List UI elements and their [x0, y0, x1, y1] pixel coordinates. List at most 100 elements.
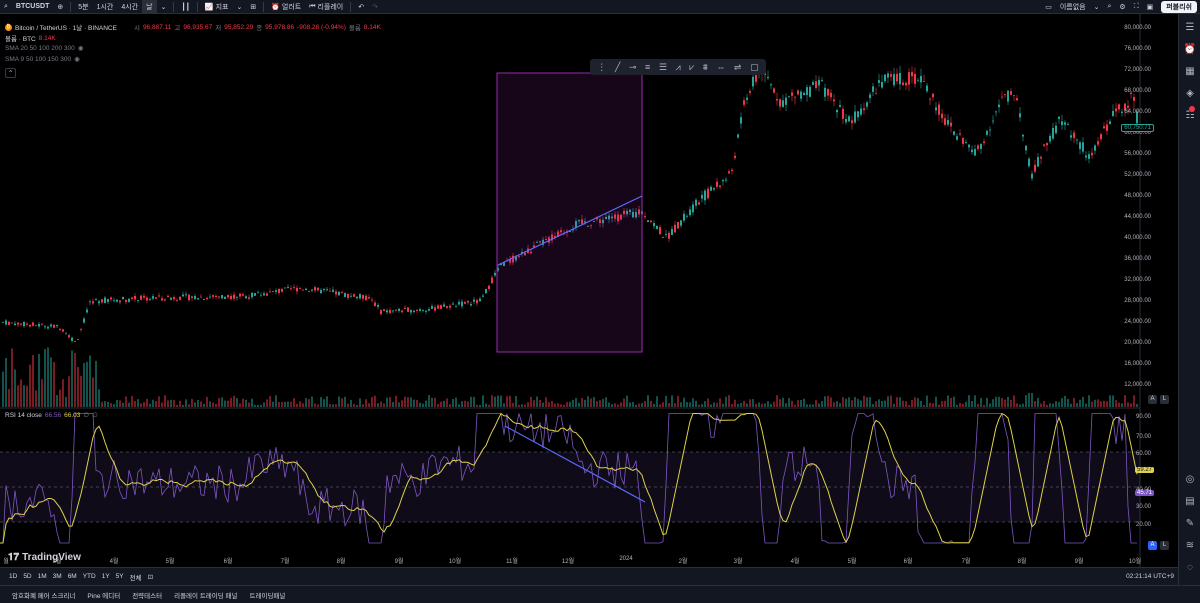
candle-type-icon[interactable]: ┃┃ — [181, 3, 190, 11]
candle-body — [386, 310, 388, 313]
chevron-down-icon[interactable]: ⌄ — [160, 3, 167, 11]
drag-handle-icon[interactable]: ⋮ — [597, 61, 607, 72]
eye-icon[interactable]: ◉ — [77, 45, 84, 52]
auto-scale-button-rsi[interactable]: A — [1148, 541, 1157, 550]
range-all[interactable]: 전체 — [129, 574, 142, 582]
volume-bar — [1100, 401, 1102, 407]
interval-4h[interactable]: 4시간 — [121, 3, 139, 11]
candle-body — [509, 259, 511, 263]
volume-bar — [923, 404, 925, 407]
auto-scale-button[interactable]: A — [1148, 395, 1157, 404]
fib-extension-icon[interactable]: ⩩ — [702, 61, 708, 72]
rectangle-icon[interactable]: ▢ — [750, 61, 759, 72]
search-icon[interactable]: ⌕ — [4, 2, 8, 10]
volume-bar — [950, 398, 952, 407]
candle-body — [392, 310, 394, 312]
volume-bar — [410, 397, 412, 407]
sma-legend-2[interactable]: SMA 9 50 100 150 300 ◉ — [5, 55, 80, 64]
layers-icon[interactable]: ◈ — [1186, 87, 1194, 99]
layout-icon[interactable]: ▭ — [1045, 3, 1052, 11]
add-symbol-icon[interactable]: ⊕ — [57, 3, 64, 11]
volume-bar — [1079, 399, 1081, 407]
alert-button[interactable]: ⏰ 얼러트 — [271, 3, 302, 11]
horizontal-ray-icon[interactable]: ⊸ — [628, 61, 637, 72]
range-5y[interactable]: 5Y — [115, 573, 124, 580]
candle-body — [329, 290, 331, 292]
publish-button[interactable]: 퍼블리쉬 — [1161, 0, 1197, 13]
undo-icon[interactable]: ↶ — [358, 3, 365, 11]
replay-button[interactable]: ⏮ 리플레이 — [309, 2, 344, 11]
range-1d[interactable]: 1D — [9, 573, 18, 580]
volume-legend[interactable]: 볼륨 · BTC 8.14K — [5, 34, 56, 44]
volume-bar — [665, 395, 667, 407]
tab-replay-panel[interactable]: 리플레이 트레이딩 패널 — [174, 592, 238, 600]
target-icon[interactable]: ◎ — [1185, 473, 1195, 485]
templates-icon[interactable]: ⊞ — [250, 3, 257, 11]
candle-body — [374, 302, 376, 306]
sma-legend-1[interactable]: SMA 20 50 100 200 300 ◉ — [5, 44, 84, 53]
symbol-button[interactable]: BTCUSDT — [15, 3, 50, 10]
range-3m[interactable]: 3M — [52, 573, 62, 580]
ideas-icon[interactable]: ✎ — [1185, 517, 1195, 529]
range-5d[interactable]: 5D — [23, 573, 32, 580]
chart-canvas[interactable] — [0, 14, 1178, 567]
range-ytd[interactable]: YTD — [82, 573, 96, 580]
candle-body — [611, 216, 613, 219]
candle-body — [1118, 104, 1120, 110]
help-icon[interactable]: ◌ — [1187, 561, 1193, 573]
fullscreen-icon[interactable]: ⛶ — [1133, 2, 1139, 10]
volume-bar — [1043, 400, 1045, 407]
parallel-channel-icon[interactable]: ≡ — [645, 62, 651, 72]
volume-bar — [479, 404, 481, 407]
tradingview-logo[interactable]: 𝟏𝟕 TradingView — [8, 552, 81, 563]
volume-bar — [764, 403, 766, 407]
volume-bar — [20, 379, 22, 407]
layout-name[interactable]: 이름없음 — [1059, 3, 1086, 11]
volume-bar — [566, 402, 568, 407]
position-icon[interactable]: ⇔ — [716, 62, 726, 72]
pattern-icon[interactable]: ⩘ — [675, 61, 681, 72]
candle-body — [1136, 111, 1138, 124]
time-axis-label: 12월 — [561, 559, 575, 565]
range-1m[interactable]: 1M — [37, 573, 47, 580]
volume-bar — [311, 396, 313, 407]
candle-body — [623, 210, 625, 215]
range-1y[interactable]: 1Y — [101, 573, 110, 580]
interval-1d[interactable]: 날 — [142, 0, 157, 14]
tab-trading-panel[interactable]: 트레이딩패널 — [249, 592, 286, 600]
rsi-legend[interactable]: RSI 14 close 66.56 66.03 ∅ ∅ — [5, 411, 98, 420]
notifications-icon[interactable]: ☷ — [1183, 106, 1197, 122]
candle-body — [872, 86, 874, 92]
tab-pine-editor[interactable]: Pine 에디터 — [87, 592, 121, 600]
chevron-down-icon[interactable]: ⌄ — [1093, 3, 1100, 11]
redo-icon[interactable]: ↷ — [372, 3, 378, 11]
collapse-legend-button[interactable]: ⌃ — [5, 68, 17, 78]
camera-icon[interactable]: ▣ — [1146, 3, 1154, 11]
data-window-icon[interactable]: ▦ — [1185, 65, 1195, 77]
log-scale-button-rsi[interactable]: L — [1160, 541, 1169, 550]
chevron-down-icon[interactable]: ⌄ — [236, 3, 243, 11]
chart-area[interactable]: ₿ Bitcoin / TetherUS · 1날 · BINANCE 시 96,… — [0, 14, 1178, 567]
trend-line-icon[interactable]: ╱ — [614, 61, 621, 72]
range-6m[interactable]: 6M — [67, 573, 77, 580]
indicators-button[interactable]: 📈 지표 — [204, 3, 229, 11]
clock[interactable]: 02:21:14 UTC+9 — [1126, 573, 1174, 580]
quick-search-icon[interactable]: ⌕ — [1107, 2, 1112, 10]
goto-date-icon[interactable]: ⊡ — [147, 573, 154, 581]
elliott-wave-icon[interactable]: ⩗ — [689, 61, 695, 72]
volume-bar — [86, 361, 88, 407]
tab-screener[interactable]: 암호화폐 페어 스크리너 — [12, 592, 76, 600]
settings-icon[interactable]: ⚙ — [1119, 3, 1126, 11]
forecast-icon[interactable]: ⇌ — [733, 61, 742, 72]
log-scale-button[interactable]: L — [1160, 395, 1169, 404]
interval-5m[interactable]: 5분 — [78, 3, 89, 11]
eye-icon[interactable]: ◉ — [74, 56, 80, 63]
watchlist-icon[interactable]: ☰ — [1185, 21, 1195, 33]
interval-1h[interactable]: 1시간 — [96, 3, 114, 11]
legend-title[interactable]: Bitcoin / TetherUS · 1날 · BINANCE — [15, 25, 117, 32]
tab-strategy-tester[interactable]: 전략테스터 — [132, 592, 163, 600]
fib-retracement-icon[interactable]: ☰ — [658, 61, 667, 72]
alerts-icon[interactable]: ⏰ — [1183, 43, 1197, 55]
calendar-icon[interactable]: ▤ — [1185, 495, 1195, 507]
stream-icon[interactable]: ≋ — [1185, 539, 1195, 551]
